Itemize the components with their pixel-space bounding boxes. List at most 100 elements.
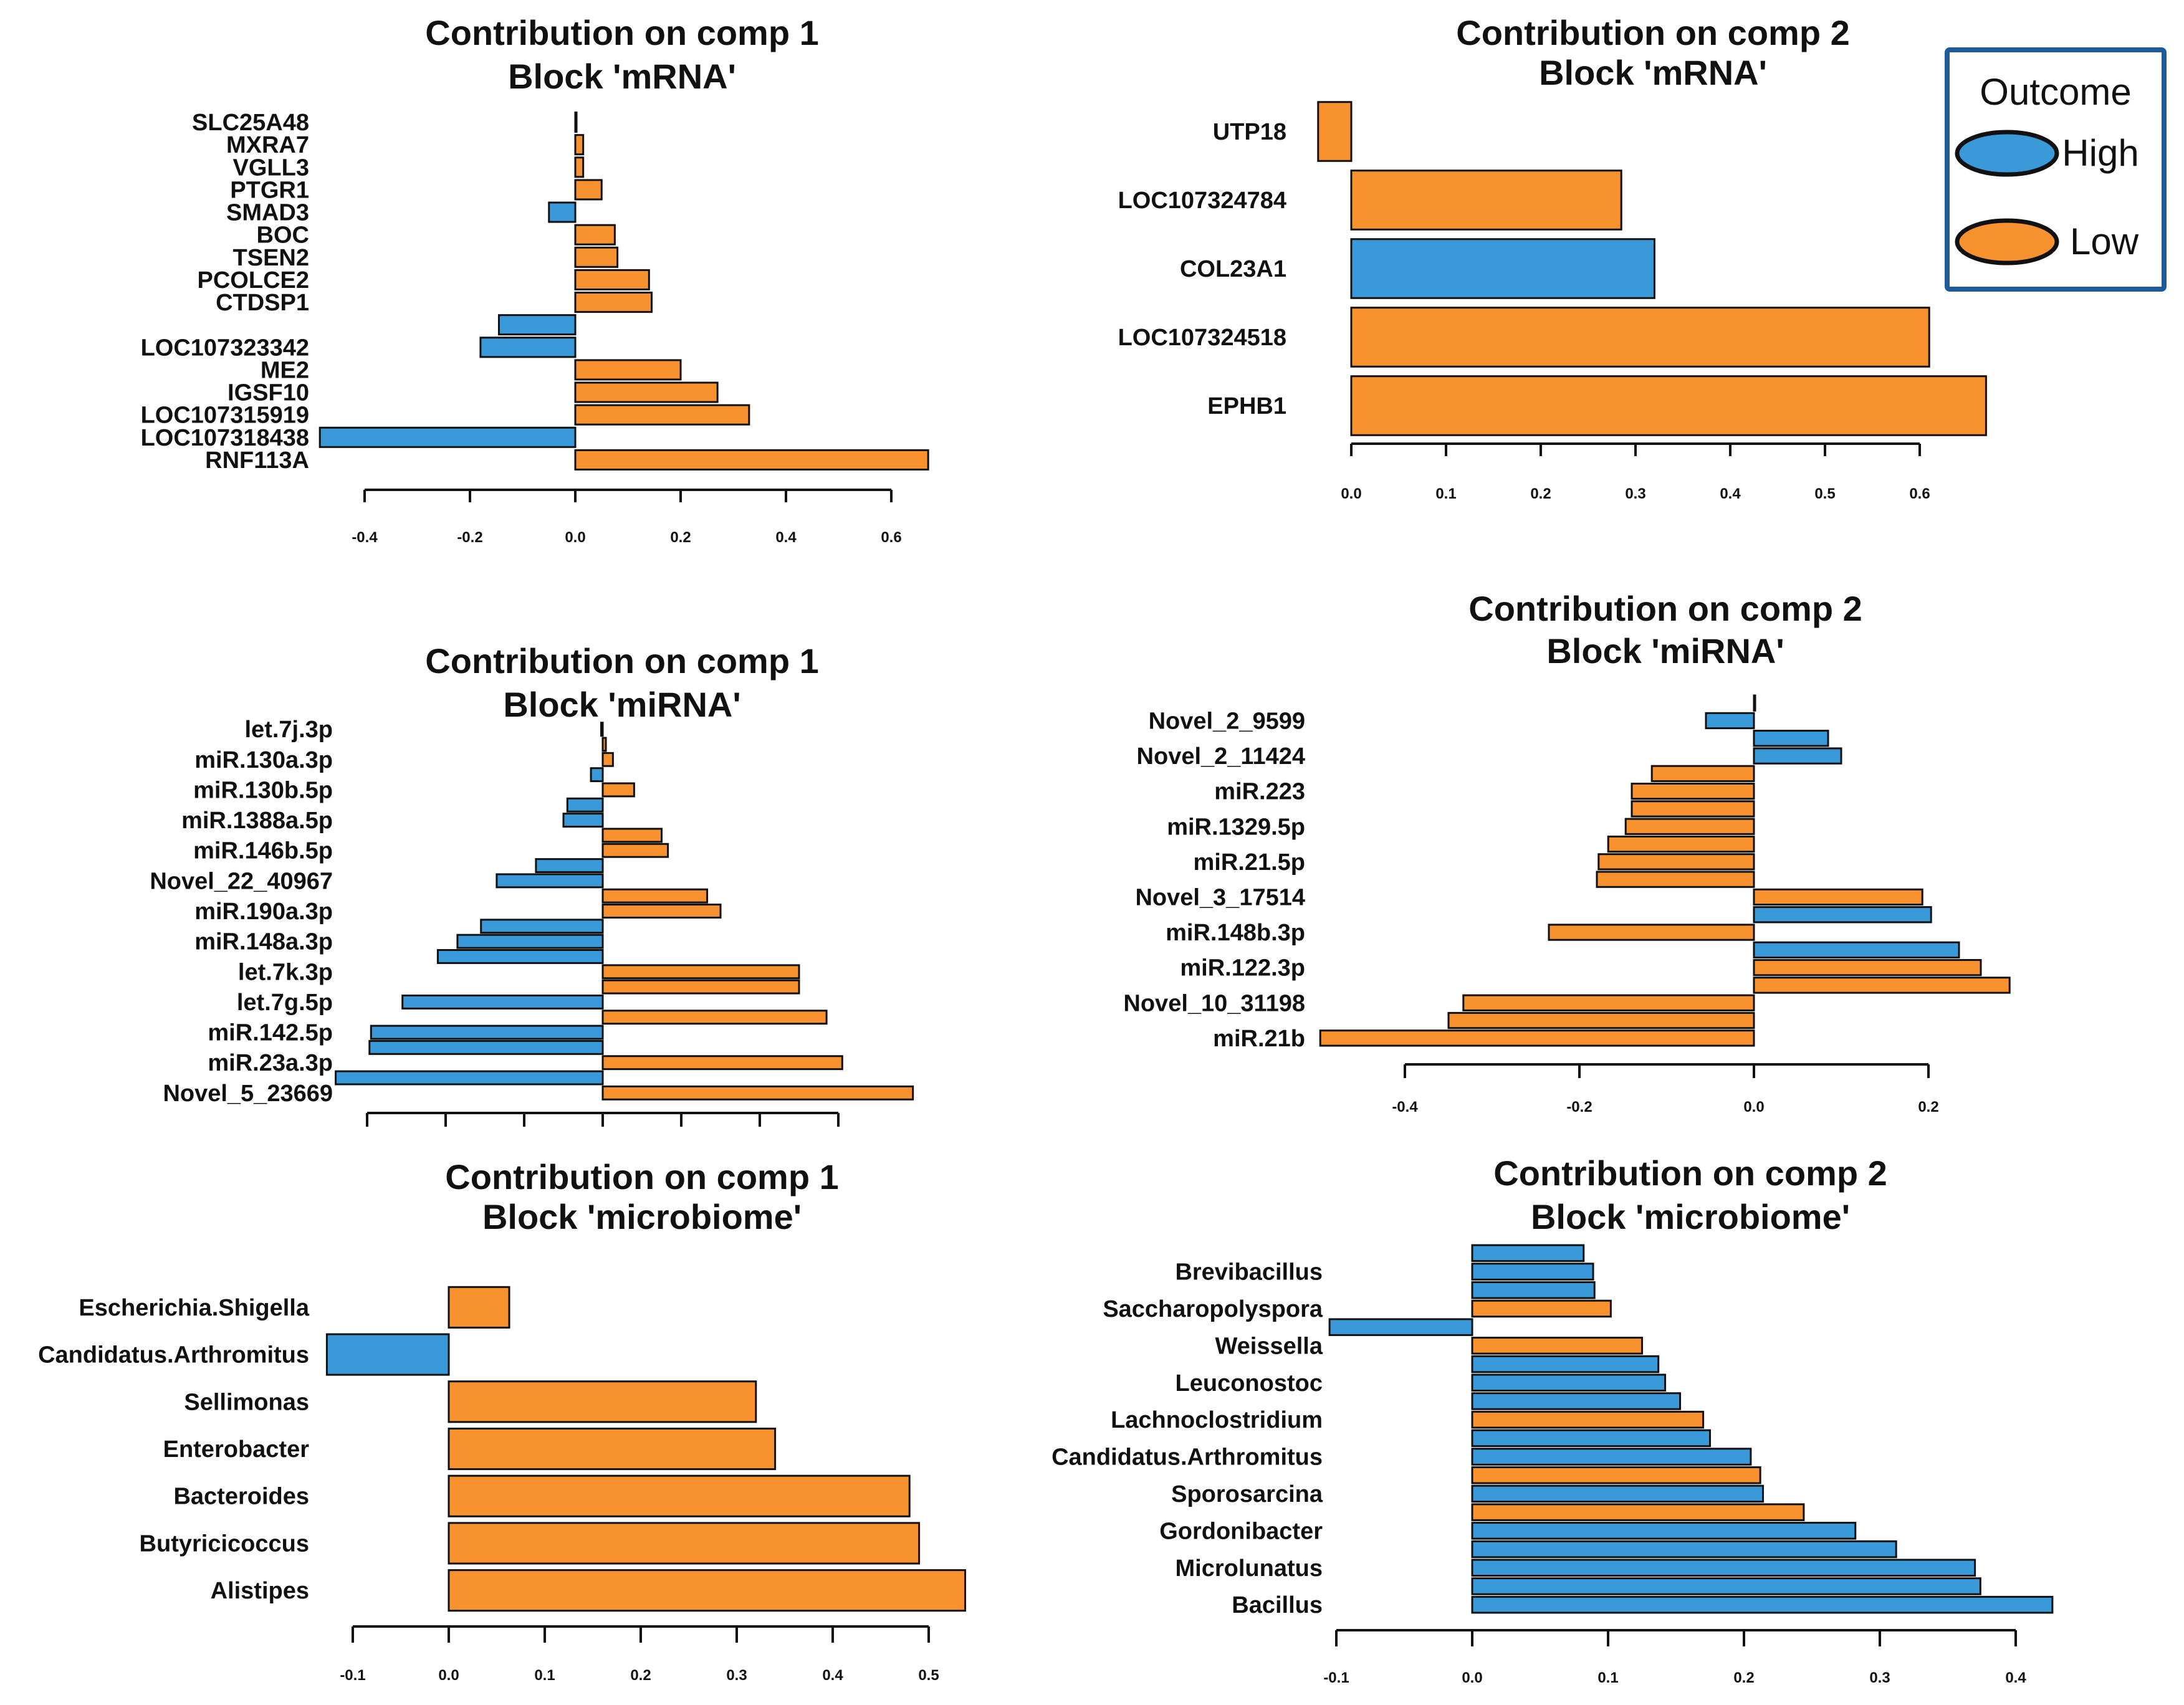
bar-label: TSEN2 bbox=[233, 245, 309, 271]
bar-label: IGSF10 bbox=[228, 380, 309, 406]
bar bbox=[574, 404, 750, 426]
bar-label: Alistipes bbox=[211, 1578, 309, 1604]
chart-title: Contribution on comp 1 bbox=[425, 641, 818, 681]
bar-label: LOC107324784 bbox=[1118, 188, 1286, 214]
bar bbox=[456, 934, 604, 949]
bar-label: LOC107324518 bbox=[1118, 325, 1286, 351]
bar bbox=[601, 828, 663, 843]
chart-subtitle: Block 'mRNA' bbox=[508, 57, 736, 96]
bar-label: EPHB1 bbox=[1207, 393, 1286, 419]
bar bbox=[1650, 765, 1755, 783]
bar bbox=[1471, 1577, 1981, 1595]
bar-label: miR.1388a.5p bbox=[181, 808, 333, 834]
bar bbox=[574, 179, 603, 201]
chart-mirna-comp1: Contribution on comp 1 Block 'miRNA' let.7… bbox=[150, 641, 914, 1127]
x-tick-label: 0.4 bbox=[822, 1667, 843, 1684]
bar bbox=[1471, 1337, 1643, 1355]
bar-label: Candidatus.Arthromitus bbox=[1051, 1445, 1323, 1471]
bar bbox=[590, 767, 604, 783]
chart-subtitle: Block 'mRNA' bbox=[1539, 53, 1767, 92]
bar-label: Novel_5_23669 bbox=[163, 1081, 333, 1107]
bar-label: miR.130a.3p bbox=[194, 747, 333, 773]
x-tick-label: 0.2 bbox=[1918, 1099, 1938, 1115]
bar-label: LOC107315919 bbox=[141, 403, 309, 429]
bar bbox=[1462, 994, 1755, 1011]
bar-label: SLC25A48 bbox=[192, 110, 309, 136]
bar-label: miR.148a.3p bbox=[194, 929, 333, 955]
bar bbox=[335, 1070, 604, 1086]
bar bbox=[1350, 170, 1622, 231]
x-tick-label: 0.0 bbox=[1743, 1099, 1764, 1115]
bar-label: COL23A1 bbox=[1180, 256, 1286, 282]
bar bbox=[601, 1085, 914, 1101]
x-tick-label: 0.3 bbox=[726, 1667, 747, 1684]
bar-label: miR.122.3p bbox=[1180, 955, 1305, 981]
legend-label-low: Low bbox=[2070, 221, 2139, 262]
bar-label: Sellimonas bbox=[184, 1389, 309, 1415]
bar-label: miR.21b bbox=[1213, 1026, 1305, 1052]
bar bbox=[1471, 1595, 2054, 1614]
bar-label: Microlunatus bbox=[1176, 1555, 1323, 1582]
bar-label: Brevibacillus bbox=[1175, 1259, 1323, 1286]
legend: Outcome High Low bbox=[1945, 47, 2167, 292]
bar bbox=[1471, 1466, 1761, 1484]
bar-label: Novel_22_40967 bbox=[150, 868, 333, 894]
bar bbox=[448, 1474, 911, 1517]
bar bbox=[368, 1039, 604, 1055]
bar bbox=[1471, 1448, 1752, 1466]
x-tick-label: 0.3 bbox=[1625, 485, 1645, 502]
bar bbox=[1447, 1011, 1755, 1029]
bar bbox=[601, 1055, 843, 1071]
bar-label: Saccharopolyspora bbox=[1103, 1296, 1323, 1322]
bar-label: miR.130b.5p bbox=[193, 777, 333, 803]
bar bbox=[1597, 853, 1755, 871]
x-tick-label: 0.3 bbox=[1869, 1669, 1890, 1686]
chart-title: Contribution on comp 2 bbox=[1493, 1153, 1887, 1193]
bar bbox=[574, 224, 616, 246]
bar bbox=[1350, 375, 1987, 436]
x-tick-label: 0.0 bbox=[1462, 1669, 1482, 1686]
x-tick-label: -0.2 bbox=[1566, 1099, 1592, 1115]
chart-subtitle: Block 'miRNA' bbox=[503, 685, 740, 724]
x-tick-label: -0.4 bbox=[1392, 1099, 1418, 1115]
bar bbox=[1753, 977, 2011, 994]
bar bbox=[601, 737, 607, 752]
bar bbox=[479, 337, 577, 358]
x-tick-label: 0.0 bbox=[438, 1667, 459, 1684]
bar-label: miR.142.5p bbox=[208, 1020, 333, 1046]
x-tick-label: 0.4 bbox=[1720, 485, 1741, 502]
bar bbox=[601, 979, 800, 995]
bar-label: let.7j.3p bbox=[245, 717, 333, 743]
bar-label: Novel_2_9599 bbox=[1149, 708, 1305, 734]
bar bbox=[574, 134, 585, 156]
bar bbox=[574, 449, 929, 470]
bar bbox=[1471, 1355, 1660, 1373]
bar-label: SMAD3 bbox=[226, 200, 309, 226]
bar bbox=[1471, 1410, 1705, 1429]
bar bbox=[1753, 730, 1829, 747]
chart-subtitle: Block 'microbiome' bbox=[1531, 1197, 1850, 1236]
bar-label: miR.21.5p bbox=[1193, 849, 1305, 876]
bar-label: miR.190a.3p bbox=[194, 899, 333, 925]
bar bbox=[601, 888, 709, 904]
bar-label: Bacillus bbox=[1232, 1592, 1323, 1618]
bar bbox=[601, 964, 800, 980]
x-tick-label: -0.2 bbox=[457, 529, 482, 546]
bar bbox=[601, 904, 722, 919]
bar bbox=[480, 919, 604, 934]
bar bbox=[566, 797, 604, 813]
bar bbox=[574, 246, 619, 268]
bar-label: Novel_3_17514 bbox=[1135, 884, 1305, 910]
bar bbox=[1471, 1281, 1596, 1299]
bar bbox=[497, 314, 577, 336]
chart-title: Contribution on comp 2 bbox=[1456, 13, 1849, 52]
bar-label: Escherichia.Shigella bbox=[79, 1295, 309, 1321]
bar bbox=[318, 426, 577, 448]
bar bbox=[574, 292, 653, 313]
bar bbox=[562, 813, 604, 828]
legend-swatch-low bbox=[1955, 218, 2059, 265]
bar bbox=[1471, 1263, 1594, 1281]
